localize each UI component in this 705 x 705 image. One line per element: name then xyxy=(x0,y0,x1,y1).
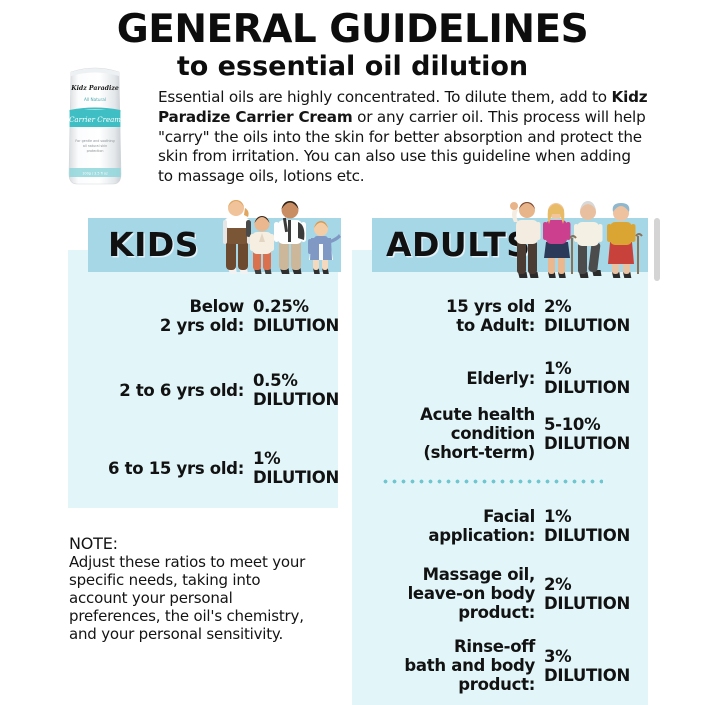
kids-panel xyxy=(68,250,338,508)
intro-text-part1: Essential oils are highly concentrated. … xyxy=(158,88,612,106)
svg-text:100g / 3.5 fl oz: 100g / 3.5 fl oz xyxy=(82,172,108,176)
adults-row-5: Massage oil, leave-on body product: 2% D… xyxy=(372,565,664,622)
adults-row-4-label: Facial application: xyxy=(428,507,535,545)
svg-text:All Natural: All Natural xyxy=(84,97,106,102)
kid-figure-1 xyxy=(223,200,251,274)
adults-row-4-value: 1% DILUTION xyxy=(544,507,630,545)
intro-paragraph: Essential oils are highly concentrated. … xyxy=(158,88,648,187)
adults-row-5-value: 2% DILUTION xyxy=(544,575,630,613)
carrier-cream-tube-image: Kidz Paradize All Natural Carrier Cream … xyxy=(63,62,127,190)
adults-row-3-label: Acute health condition (short-term) xyxy=(420,405,535,462)
brand-name: Kidz Paradize Carrier Cream xyxy=(158,88,648,126)
kids-header-label: KIDS xyxy=(108,225,200,264)
adults-row-2-value: 1% DILUTION xyxy=(544,359,630,397)
note-body: Adjust these ratios to meet your specifi… xyxy=(69,553,306,644)
adults-figures-svg xyxy=(510,201,643,278)
intro-text-part2: or any carrier oil. This process will he… xyxy=(158,107,646,185)
kids-figures-svg xyxy=(223,200,341,274)
kids-illustration xyxy=(212,196,352,278)
kids-row-1-label: Below 2 yrs old: xyxy=(159,297,244,335)
kids-row-3-value: 1% DILUTION xyxy=(253,449,339,487)
kid-figure-4 xyxy=(308,221,341,274)
svg-text:Carrier Cream: Carrier Cream xyxy=(69,116,121,124)
adults-row-3: Acute health condition (short-term) 5-10… xyxy=(372,405,664,462)
adults-illustration xyxy=(506,196,650,280)
svg-text:For gentle and soothing: For gentle and soothing xyxy=(75,139,114,143)
kids-row-1: Below 2 yrs old: 0.25% DILUTION xyxy=(68,297,363,336)
note-title: NOTE: xyxy=(69,534,118,553)
tube-illustration: Kidz Paradize All Natural Carrier Cream … xyxy=(68,67,122,185)
note-block: NOTE: Adjust these ratios to meet your s… xyxy=(69,534,339,643)
kids-row-3: 6 to 15 yrs old: 1% DILUTION xyxy=(68,449,363,488)
svg-text:all natural skin: all natural skin xyxy=(83,144,107,148)
adult-figure-3 xyxy=(569,201,603,278)
adults-panel xyxy=(352,250,648,705)
adults-header-label: ADULTS xyxy=(386,225,531,264)
adult-figure-1 xyxy=(510,202,541,278)
adults-row-1: 15 yrs old to Adult: 2% DILUTION xyxy=(372,297,664,336)
adults-row-1-value: 2% DILUTION xyxy=(544,297,630,335)
kids-row-2-value: 0.5% DILUTION xyxy=(253,371,339,409)
adults-row-6-value: 3% DILUTION xyxy=(544,647,630,685)
scrollbar-thumb[interactable] xyxy=(654,218,660,281)
adult-figure-2 xyxy=(543,203,571,278)
kid-figure-2 xyxy=(250,216,274,274)
page-title: GENERAL GUIDELINES xyxy=(116,7,589,52)
adults-row-2-label: Elderly: xyxy=(466,369,535,388)
adults-row-6-label: Rinse-off bath and body product: xyxy=(404,637,535,694)
svg-text:Kidz Paradize: Kidz Paradize xyxy=(70,85,119,92)
svg-text:protection: protection xyxy=(87,149,104,153)
title-block: GENERAL GUIDELINES to essential oil dilu… xyxy=(0,10,705,82)
adults-row-2: Elderly: 1% DILUTION xyxy=(372,359,664,398)
kids-row-2: 2 to 6 yrs old: 0.5% DILUTION xyxy=(68,371,363,410)
kids-row-1-value: 0.25% DILUTION xyxy=(253,297,339,335)
adults-row-1-label: 15 yrs old to Adult: xyxy=(446,297,535,335)
adults-row-6: Rinse-off bath and body product: 3% DILU… xyxy=(372,637,664,694)
adult-figure-4 xyxy=(607,203,643,278)
adults-row-3-value: 5-10% DILUTION xyxy=(544,415,630,453)
page-subtitle: to essential oil dilution xyxy=(176,51,529,82)
adults-section-divider xyxy=(381,479,603,484)
adults-row-5-label: Massage oil, leave-on body product: xyxy=(407,565,536,622)
kids-row-2-label: 2 to 6 yrs old: xyxy=(119,381,244,400)
adults-row-4: Facial application: 1% DILUTION xyxy=(372,507,664,546)
kid-figure-3 xyxy=(274,201,306,274)
kids-row-3-label: 6 to 15 yrs old: xyxy=(108,459,244,478)
